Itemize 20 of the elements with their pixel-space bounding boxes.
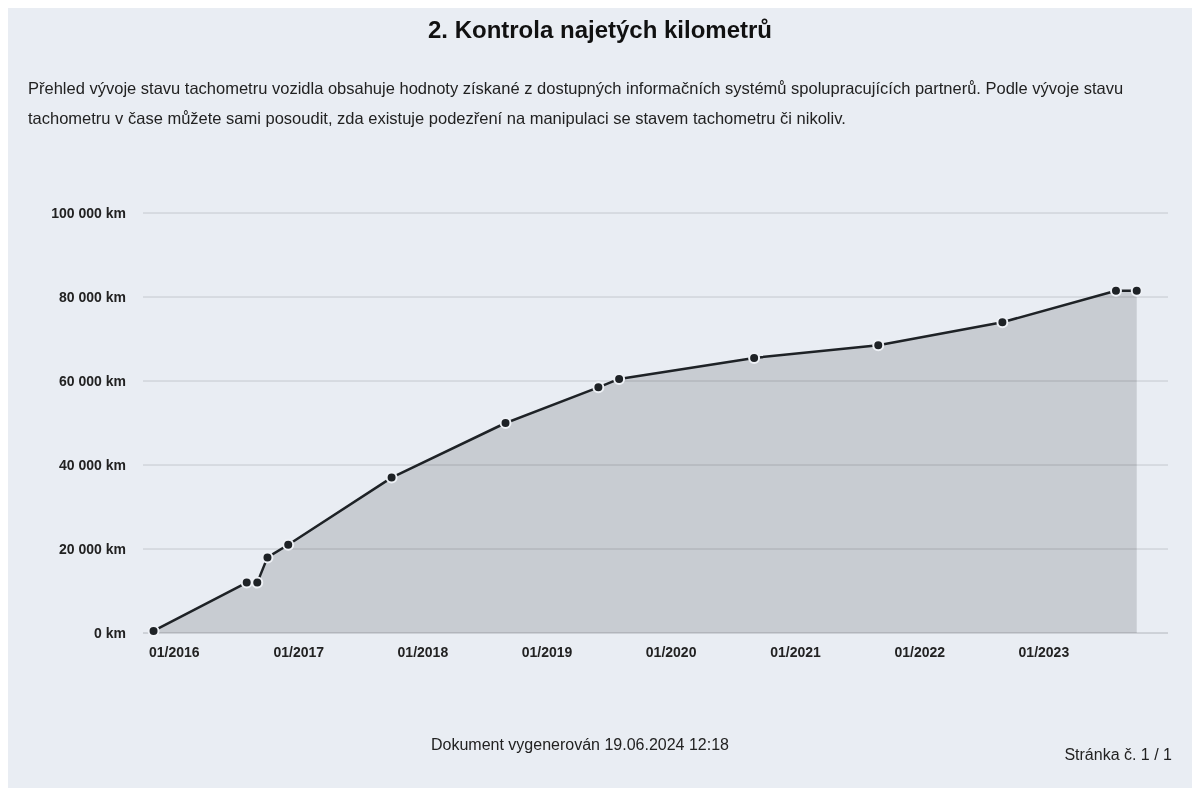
chart-title: 2. Kontrola najetých kilometrů [427,16,773,43]
x-tick-label: 01/2017 [273,644,325,660]
text: Stránka č. 1 / 1 [1064,746,1173,763]
text: Dokument vygenerován 19.06.2024 12:18 [431,736,730,753]
point [251,576,264,589]
x-tick-label: 01/2022 [894,644,946,660]
x-tick-label: 01/2020 [645,644,697,660]
y-tick-label: 60 000 km [59,372,126,389]
x-tick-label: 01/2018 [397,644,449,660]
x-tick-label: 01/2023 [1018,644,1070,660]
y-tick-label: 20 000 km [59,540,126,557]
x-tick-label: 01/2021 [770,644,822,660]
y-tick-label: 80 000 km [59,288,126,305]
x-tick-label: 01/2019 [521,644,573,660]
y-tick-label: 40 000 km [59,456,126,473]
x-tick-label: 01/2016 [148,644,200,660]
y-tick-label: 100 000 km [51,204,126,221]
y-tick-label: 0 km [94,624,126,641]
point [592,381,605,394]
chart-subtitle: Přehled vývoje stavu tachometru vozidla obsahuje hodnoty získané z dostupných informačních systémů spolupracujících partnerů. Podle vývoje stavu tachometru v čase můžete sami posoudit, zda existuje podezření na manipulaci se stavem tachometru či nikoliv. [28,78,1125,129]
